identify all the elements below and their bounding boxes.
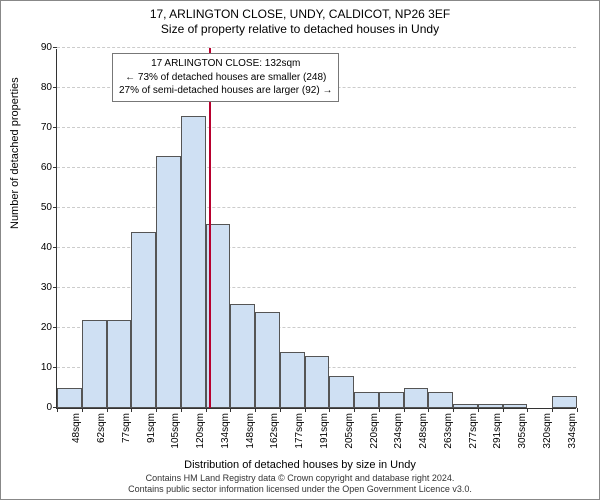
x-tick-label: 91sqm <box>147 413 157 443</box>
gridline <box>57 127 576 128</box>
histogram-bar <box>329 376 354 408</box>
annotation-line: ← 73% of detached houses are smaller (24… <box>119 71 332 85</box>
chart-title-main: 17, ARLINGTON CLOSE, UNDY, CALDICOT, NP2… <box>1 7 599 21</box>
x-tick-label: 305sqm <box>518 413 528 449</box>
y-tick-label: 10 <box>41 363 57 373</box>
histogram-bar <box>428 392 453 408</box>
y-tick-label: 30 <box>41 283 57 293</box>
histogram-bar <box>57 388 82 408</box>
x-tick-mark <box>503 408 504 412</box>
y-tick-label: 50 <box>41 203 57 213</box>
x-tick-mark <box>404 408 405 412</box>
x-tick-mark <box>552 408 553 412</box>
gridline <box>57 167 576 168</box>
x-tick-mark <box>478 408 479 412</box>
plot-area: 010203040506070809048sqm62sqm77sqm91sqm1… <box>56 49 576 409</box>
x-tick-label: 248sqm <box>419 413 429 449</box>
x-tick-label: 48sqm <box>72 413 82 443</box>
y-tick-label: 80 <box>41 83 57 93</box>
x-tick-label: 263sqm <box>444 413 454 449</box>
histogram-bar <box>379 392 404 408</box>
x-tick-label: 105sqm <box>171 413 181 449</box>
x-tick-mark <box>305 408 306 412</box>
x-tick-label: 77sqm <box>122 413 132 443</box>
x-tick-label: 234sqm <box>394 413 404 449</box>
histogram-bar <box>280 352 305 408</box>
histogram-bar <box>82 320 107 408</box>
histogram-bar <box>181 116 206 408</box>
x-tick-mark <box>156 408 157 412</box>
y-tick-label: 70 <box>41 123 57 133</box>
histogram-bar <box>107 320 132 408</box>
x-tick-mark <box>82 408 83 412</box>
x-tick-label: 162sqm <box>270 413 280 449</box>
x-tick-label: 177sqm <box>295 413 305 449</box>
histogram-bar <box>305 356 330 408</box>
x-tick-mark <box>453 408 454 412</box>
x-tick-mark <box>379 408 380 412</box>
gridline <box>57 207 576 208</box>
x-tick-mark <box>527 408 528 412</box>
y-tick-label: 90 <box>41 43 57 53</box>
y-tick-label: 60 <box>41 163 57 173</box>
x-tick-mark <box>280 408 281 412</box>
histogram-bar <box>131 232 156 408</box>
x-tick-label: 134sqm <box>221 413 231 449</box>
chart-container: 17, ARLINGTON CLOSE, UNDY, CALDICOT, NP2… <box>0 0 600 500</box>
histogram-bar <box>354 392 379 408</box>
x-tick-label: 191sqm <box>320 413 330 449</box>
histogram-bar <box>230 304 255 408</box>
footer-line-2: Contains public sector information licen… <box>1 484 599 495</box>
x-tick-label: 277sqm <box>469 413 479 449</box>
x-tick-label: 220sqm <box>370 413 380 449</box>
annotation-line: 27% of semi-detached houses are larger (… <box>119 84 332 98</box>
x-tick-mark <box>329 408 330 412</box>
x-tick-label: 291sqm <box>493 413 503 449</box>
histogram-bar <box>552 396 577 408</box>
reference-line <box>209 48 211 408</box>
y-tick-label: 0 <box>46 403 57 413</box>
x-tick-mark <box>577 408 578 412</box>
histogram-bar <box>478 404 503 408</box>
annotation-line: 17 ARLINGTON CLOSE: 132sqm <box>119 57 332 71</box>
x-tick-mark <box>57 408 58 412</box>
x-tick-label: 148sqm <box>246 413 256 449</box>
x-tick-label: 62sqm <box>97 413 107 443</box>
x-tick-label: 334sqm <box>568 413 578 449</box>
histogram-bar <box>503 404 528 408</box>
histogram-bar <box>404 388 429 408</box>
x-tick-label: 320sqm <box>543 413 553 449</box>
x-tick-mark <box>107 408 108 412</box>
gridline <box>57 47 576 48</box>
x-tick-mark <box>181 408 182 412</box>
y-tick-label: 40 <box>41 243 57 253</box>
y-tick-label: 20 <box>41 323 57 333</box>
footer-attribution: Contains HM Land Registry data © Crown c… <box>1 473 599 496</box>
footer-line-1: Contains HM Land Registry data © Crown c… <box>1 473 599 484</box>
y-axis-label: Number of detached properties <box>9 77 21 229</box>
histogram-bar <box>156 156 181 408</box>
annotation-box: 17 ARLINGTON CLOSE: 132sqm← 73% of detac… <box>112 53 339 102</box>
chart-title-sub: Size of property relative to detached ho… <box>1 22 599 36</box>
histogram-bar <box>453 404 478 408</box>
x-tick-mark <box>206 408 207 412</box>
histogram-bar <box>255 312 280 408</box>
x-tick-mark <box>354 408 355 412</box>
x-tick-label: 120sqm <box>196 413 206 449</box>
x-tick-mark <box>428 408 429 412</box>
x-tick-mark <box>255 408 256 412</box>
x-tick-mark <box>131 408 132 412</box>
x-tick-mark <box>230 408 231 412</box>
x-axis-label: Distribution of detached houses by size … <box>1 459 599 471</box>
x-tick-label: 205sqm <box>345 413 355 449</box>
